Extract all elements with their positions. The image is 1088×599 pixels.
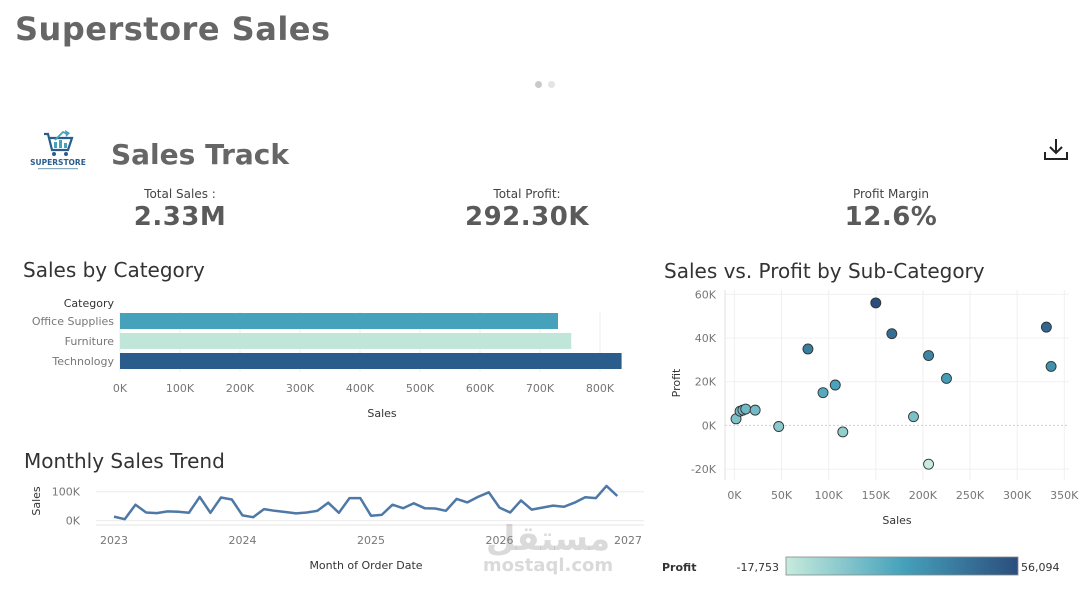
scatter-point — [817, 387, 829, 399]
kpi-total-profit: Total Profit: 292.30K — [407, 187, 647, 232]
dashboard-title: Sales Track — [111, 138, 290, 171]
watermark: مستقل mostaql.com — [478, 522, 618, 576]
download-icon — [1044, 139, 1068, 160]
sales-by-category-chart: Category Office Supplies Furniture Technol… — [32, 297, 622, 420]
scatter-x-tick-label: 100K — [815, 489, 844, 502]
scatter-point — [837, 426, 849, 438]
scatter-point — [1040, 321, 1052, 333]
bar-x-tick-label: 500K — [406, 382, 435, 395]
kpi-value: 12.6% — [844, 202, 938, 232]
scatter-point — [802, 343, 814, 355]
category-chart-title: Sales by Category — [23, 258, 205, 282]
trend-y-tick-label: 0K — [66, 515, 81, 528]
scatter-x-tick-label: 250K — [956, 489, 985, 502]
trend-x-tick-label: 2025 — [357, 534, 385, 547]
kpi-value: 292.30K — [465, 202, 589, 232]
download-button[interactable] — [1042, 137, 1070, 163]
scatter-x-tick-label: 350K — [1050, 489, 1079, 502]
legend-title: Profit — [662, 561, 696, 574]
scatter-y-axis-label: Profit — [670, 368, 683, 397]
pager-dot-active[interactable] — [535, 81, 542, 88]
scatter-point — [870, 297, 882, 309]
logo-text: SUPERSTORE — [30, 158, 86, 167]
scatter-y-tick-label: 0K — [702, 419, 717, 432]
profit-color-legend: Profit -17,753 56,094 — [662, 556, 1060, 576]
bar-x-tick-label: 200K — [226, 382, 255, 395]
trend-x-tick-label: 2023 — [100, 534, 128, 547]
kpi-label: Total Profit: — [493, 187, 561, 201]
scatter-point — [923, 350, 935, 361]
watermark-latin: mostaql.com — [482, 555, 614, 576]
category-label: Technology — [51, 355, 114, 368]
scatter-point — [1045, 360, 1057, 372]
kpi-label: Total Sales : — [144, 187, 216, 201]
scatter-point — [740, 403, 752, 415]
category-label: Furniture — [65, 335, 115, 348]
trend-line — [113, 484, 619, 521]
trend-y-axis-label: Sales — [30, 486, 43, 516]
kpi-profit-margin: Profit Margin 12.6% — [771, 187, 1011, 232]
cart-icon — [44, 130, 74, 156]
superstore-logo: SUPERSTORE — [28, 128, 92, 172]
category-x-axis-label: Sales — [367, 407, 397, 420]
watermark-arabic: مستقل — [485, 519, 611, 559]
scatter-point — [923, 458, 935, 470]
scatter-point — [749, 404, 761, 416]
bar-x-tick-label: 600K — [466, 382, 495, 395]
scatter-point — [829, 379, 841, 391]
sales-vs-profit-chart: -20K 0K 20K 40K 60K 0K 50K 100K 150K 200K 250K 300… — [670, 288, 1079, 527]
scatter-x-tick-label: 300K — [1003, 489, 1032, 502]
trend-y-tick-label: 100K — [52, 486, 81, 499]
scatter-point — [908, 411, 919, 423]
scatter-x-tick-label: 0K — [727, 489, 742, 502]
scatter-y-tick-label: 20K — [695, 376, 717, 389]
category-header: Category — [64, 297, 115, 310]
category-bar — [120, 313, 558, 329]
bar-x-tick-label: 800K — [586, 382, 615, 395]
scatter-point — [886, 328, 898, 340]
legend-max-label: 56,094 — [1021, 561, 1060, 574]
trend-x-tick-label: 2024 — [229, 534, 257, 547]
page-title: Superstore Sales — [15, 10, 331, 48]
bar-x-tick-label: 700K — [526, 382, 555, 395]
bar-x-tick-label: 100K — [166, 382, 195, 395]
scatter-x-axis-label: Sales — [882, 514, 912, 527]
trend-chart-title: Monthly Sales Trend — [24, 449, 225, 473]
scatter-chart-title: Sales vs. Profit by Sub-Category — [664, 259, 985, 283]
scatter-x-tick-label: 200K — [909, 489, 938, 502]
scatter-point — [941, 372, 952, 384]
trend-x-axis-label: Month of Order Date — [309, 559, 422, 572]
bar-x-tick-label: 300K — [286, 382, 315, 395]
monthly-sales-trend-chart: Sales 0K 100K 2023 2024 2025 2026 2027 Month … — [30, 484, 644, 572]
legend-min-label: -17,753 — [737, 561, 779, 574]
bar-x-tick-label: 0K — [113, 382, 128, 395]
scatter-y-tick-label: -20K — [691, 463, 717, 476]
legend-gradient-bar — [785, 556, 1019, 576]
scatter-point — [773, 421, 785, 432]
kpi-label: Profit Margin — [852, 187, 930, 201]
category-bar — [120, 333, 572, 349]
bar-x-tick-label: 400K — [346, 382, 375, 395]
scatter-y-tick-label: 60K — [695, 288, 717, 301]
category-bar — [120, 353, 622, 369]
trend-x-tick-label: 2026 — [486, 534, 514, 547]
trend-x-tick-label: 2027 — [614, 534, 642, 547]
kpi-value: 2.33M — [133, 202, 227, 232]
category-label: Office Supplies — [32, 315, 114, 328]
kpi-total-sales: Total Sales : 2.33M — [60, 187, 300, 232]
scatter-y-tick-label: 40K — [695, 332, 717, 345]
pager-dot[interactable] — [548, 81, 555, 88]
scatter-x-tick-label: 150K — [862, 489, 891, 502]
scatter-x-tick-label: 50K — [771, 489, 793, 502]
